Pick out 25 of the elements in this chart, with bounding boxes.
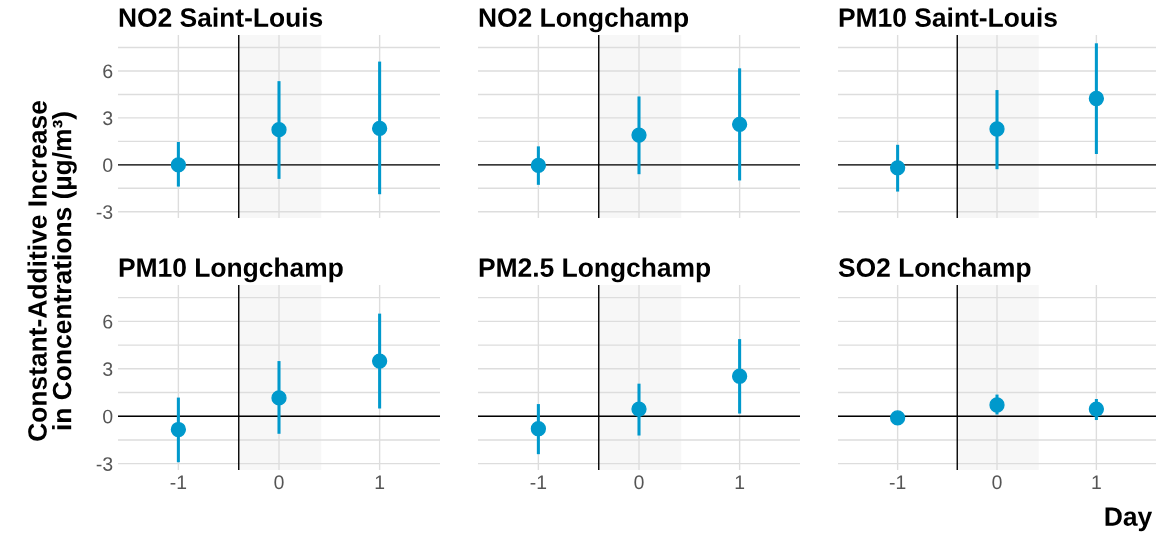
y-tick-label: 6 <box>103 314 113 329</box>
x-tick-label: 0 <box>992 475 1002 490</box>
x-axis-title: Day <box>1105 507 1153 532</box>
chart-title: PM10 Longchamp <box>119 257 343 283</box>
y-tick-label: 3 <box>103 362 113 377</box>
x-tick-label: 0 <box>274 475 284 490</box>
x-tick-label: 0 <box>634 475 644 490</box>
x-tick-label: -1 <box>530 475 547 489</box>
y-tick-label: 0 <box>103 158 113 173</box>
y-tick-label: -3 <box>96 205 113 219</box>
x-tick-label: 1 <box>735 475 745 489</box>
y-tick-label: 6 <box>103 64 113 79</box>
chart-title: NO2 Saint-Louis <box>119 7 323 27</box>
chart-title: PM2.5 Longchamp <box>479 257 711 283</box>
chart-title: SO2 Lonchamp <box>838 257 1031 283</box>
x-tick-label: 1 <box>1092 475 1101 489</box>
x-tick-label: 1 <box>375 475 385 489</box>
y-tick-label: -3 <box>96 457 113 471</box>
chart-title: NO2 Longchamp <box>479 7 689 33</box>
y-tick-label: 3 <box>103 111 113 126</box>
y-axis-title: Constant-Additive Increase in Concentrations (µg/m³) <box>27 101 77 441</box>
x-tick-label: -1 <box>889 475 906 489</box>
chart-title: PM10 Saint-Louis <box>839 7 1057 27</box>
x-tick-label: -1 <box>170 475 187 489</box>
y-tick-label: 0 <box>103 409 113 424</box>
